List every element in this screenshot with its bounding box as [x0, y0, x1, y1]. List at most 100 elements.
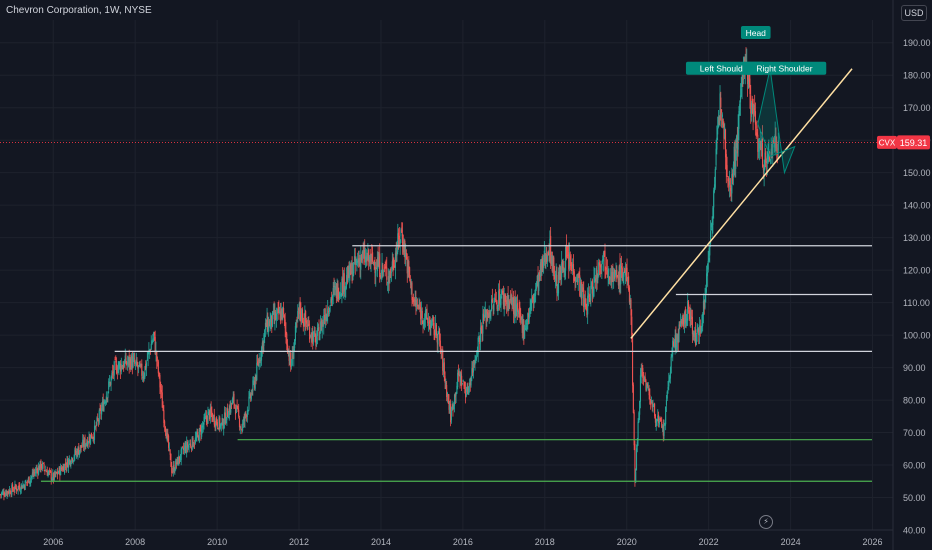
candle-body: [485, 309, 487, 323]
candle-body: [466, 386, 468, 393]
y-tick-label: 90.00: [903, 363, 926, 373]
candle-body: [455, 392, 457, 396]
candle-body: [77, 447, 79, 456]
x-tick-label: 2016: [453, 537, 473, 547]
candle-body: [406, 256, 408, 274]
candle-body: [209, 407, 211, 419]
candle-body: [673, 346, 675, 348]
candle-body: [237, 408, 239, 410]
candle-body: [587, 292, 590, 299]
candle-body: [696, 329, 698, 335]
candle-body: [390, 268, 392, 273]
candle-body: [305, 310, 307, 323]
candle-body: [499, 302, 501, 305]
candle-body: [459, 374, 461, 383]
candle-body: [474, 360, 476, 365]
candle-body: [32, 472, 34, 475]
candle-body: [162, 405, 164, 411]
candle-body: [394, 253, 397, 268]
candle-body: [253, 381, 255, 388]
x-tick-label: 2018: [535, 537, 555, 547]
candle-body: [574, 278, 576, 283]
candle-body: [611, 271, 613, 281]
candle-body: [135, 359, 137, 363]
candle-body: [415, 299, 417, 306]
candle-body: [319, 332, 321, 341]
candle-body: [501, 291, 503, 295]
candle-body: [272, 311, 274, 327]
candle-body: [106, 397, 108, 399]
candle-body: [35, 469, 37, 473]
candle-body: [573, 271, 575, 281]
candle-body: [594, 278, 597, 282]
candle-body: [500, 296, 502, 306]
candle-body: [477, 337, 479, 355]
candle-body: [294, 339, 296, 349]
candle-body: [9, 490, 11, 494]
candle-body: [54, 471, 56, 476]
candle-body: [223, 412, 226, 424]
candle-body: [182, 446, 184, 448]
candle-body: [361, 254, 363, 261]
candle-body: [419, 308, 421, 310]
candle-body: [134, 362, 137, 364]
candle-body: [644, 376, 646, 380]
candle-body: [404, 241, 406, 258]
candle-body: [755, 121, 757, 129]
candle-body: [568, 251, 570, 270]
candle-body: [687, 300, 689, 321]
currency-selector[interactable]: USD: [901, 5, 927, 21]
candle-body: [290, 352, 292, 367]
candle-body: [101, 408, 103, 415]
candle-body: [423, 320, 425, 326]
pattern-label-box: [742, 61, 827, 75]
candle-body: [97, 420, 100, 422]
candle-body: [171, 466, 173, 473]
candle-body: [370, 254, 372, 262]
candle-body: [417, 304, 419, 309]
lightning-icon[interactable]: ⚡: [759, 515, 773, 529]
candle-body: [19, 486, 21, 491]
y-tick-label: 50.00: [903, 493, 926, 503]
candle-body: [724, 129, 727, 158]
candle-body: [535, 282, 538, 289]
candle-body: [139, 364, 141, 367]
symbol-tag: CVX: [879, 138, 896, 147]
candle-body: [142, 376, 144, 378]
y-tick-label: 80.00: [903, 396, 926, 406]
candle-body: [520, 317, 523, 321]
candle-body: [213, 414, 215, 425]
candle-body: [643, 378, 645, 382]
candle-body: [624, 269, 626, 273]
candle-body: [185, 445, 187, 452]
candle-body: [28, 476, 30, 484]
candle-body: [362, 251, 364, 254]
candle-body: [486, 313, 488, 320]
candle-body: [280, 310, 282, 319]
candle-body: [588, 294, 590, 298]
candle-body: [38, 466, 40, 471]
candle-body: [555, 273, 557, 281]
candle-body: [326, 314, 328, 321]
candle-body: [308, 323, 310, 326]
candle-body: [181, 447, 183, 450]
candle-body: [99, 408, 101, 410]
candle-body: [322, 322, 324, 324]
candle-body: [212, 415, 215, 420]
candle-body: [341, 278, 343, 297]
candle-body: [587, 295, 589, 315]
candle-body: [36, 469, 38, 471]
candle-body: [657, 415, 659, 418]
candle-body: [482, 313, 484, 334]
candle-body: [407, 262, 409, 273]
candle-body: [747, 79, 749, 89]
candle-body: [618, 266, 620, 287]
candle-body: [246, 414, 248, 417]
candle-body: [754, 108, 756, 111]
candle-body: [260, 358, 262, 359]
candle-body: [51, 478, 53, 481]
candle-body: [735, 151, 737, 169]
candle-body: [257, 361, 259, 364]
candle-body: [715, 148, 717, 166]
